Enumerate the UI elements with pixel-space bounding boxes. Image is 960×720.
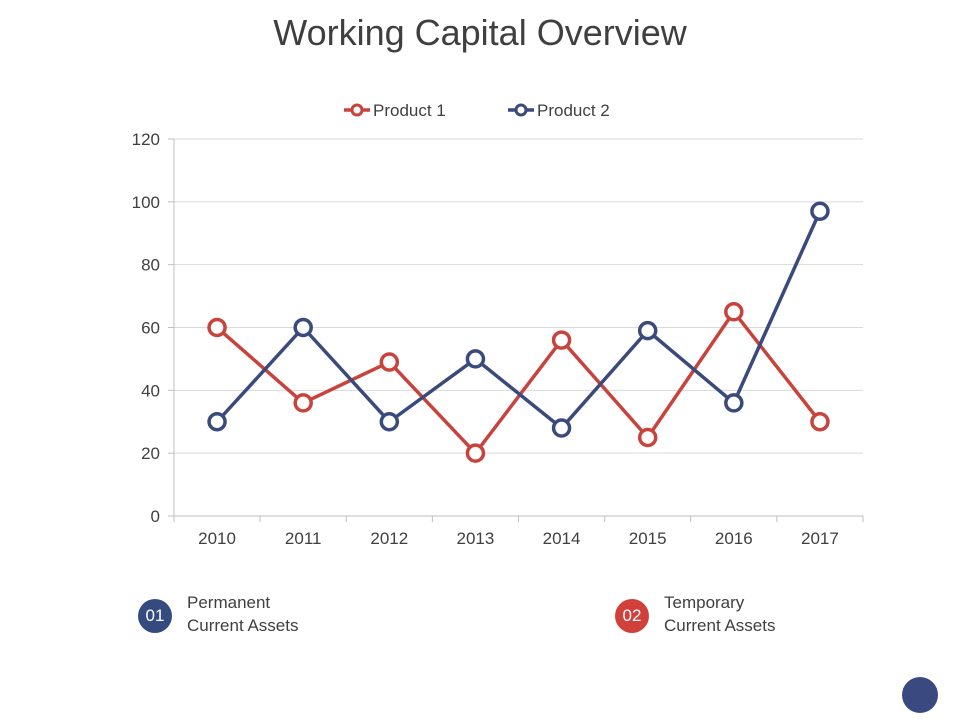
note-line-2: Current Assets (187, 616, 299, 635)
x-tick-label: 2016 (715, 529, 753, 548)
x-tick-label: 2013 (457, 529, 495, 548)
series-lines (215, 210, 822, 455)
gridlines (174, 138, 863, 454)
legend-label: Product 2 (537, 101, 610, 120)
series-line-1 (215, 310, 822, 455)
x-tick-label: 2017 (801, 529, 839, 548)
y-tick-label: 60 (141, 319, 160, 338)
y-tick-label: 20 (141, 444, 160, 463)
y-tick-labels: 0 20 40 60 80 100 120 (132, 130, 160, 526)
data-point-series-2 (379, 412, 400, 432)
y-tick-label: 120 (132, 130, 160, 149)
y-tick-label: 80 (141, 256, 160, 275)
data-point-series-2 (637, 320, 658, 341)
note-line-1: Permanent (187, 593, 271, 612)
data-point-series-2 (810, 201, 830, 222)
y-tick-label: 40 (141, 381, 160, 400)
data-point-series-2 (551, 418, 572, 438)
data-point-series-1 (379, 352, 400, 372)
badge-02: 02 (615, 599, 649, 633)
axes (168, 138, 864, 522)
y-tick-label: 0 (151, 507, 160, 526)
badge-01: 01 (138, 599, 172, 633)
legend-marker (514, 103, 528, 117)
note-permanent-assets: 01 Permanent Current Assets (138, 591, 299, 637)
note-line-1: Temporary (664, 593, 745, 612)
series-line-2 (215, 210, 822, 430)
data-point-series-2 (465, 349, 486, 369)
series-markers (207, 201, 830, 463)
x-tick-labels: 2010 2011 2012 2013 2014 2015 2016 2017 (198, 529, 839, 548)
data-point-series-1 (207, 317, 227, 338)
data-point-series-1 (637, 427, 658, 448)
data-point-series-2 (207, 412, 227, 432)
chart-title: Working Capital Overview (273, 12, 687, 53)
legend-marker (350, 103, 364, 117)
line-chart: 0 20 40 60 80 100 120 2010 2011 2012 2013 2014 2015… (132, 101, 864, 548)
x-tick-label: 2010 (198, 529, 236, 548)
x-tick-label: 2012 (370, 529, 408, 548)
data-point-series-1 (465, 443, 486, 463)
legend-label: Product 1 (373, 101, 446, 120)
data-point-series-1 (724, 302, 744, 322)
data-point-series-1 (293, 393, 313, 413)
y-tick-label: 100 (132, 193, 160, 212)
data-point-series-2 (293, 317, 313, 338)
note-temporary-assets: 02 Temporary Current Assets (615, 591, 776, 637)
data-point-series-2 (724, 393, 744, 413)
data-point-series-1 (551, 330, 572, 350)
note-line-2: Current Assets (664, 616, 776, 635)
corner-dot-decoration (902, 677, 938, 713)
legend: Product 1 Product 2 (344, 101, 610, 120)
data-point-series-1 (810, 412, 830, 432)
x-tick-label: 2014 (543, 529, 581, 548)
x-tick-label: 2015 (629, 529, 667, 548)
x-tick-label: 2011 (285, 529, 322, 548)
